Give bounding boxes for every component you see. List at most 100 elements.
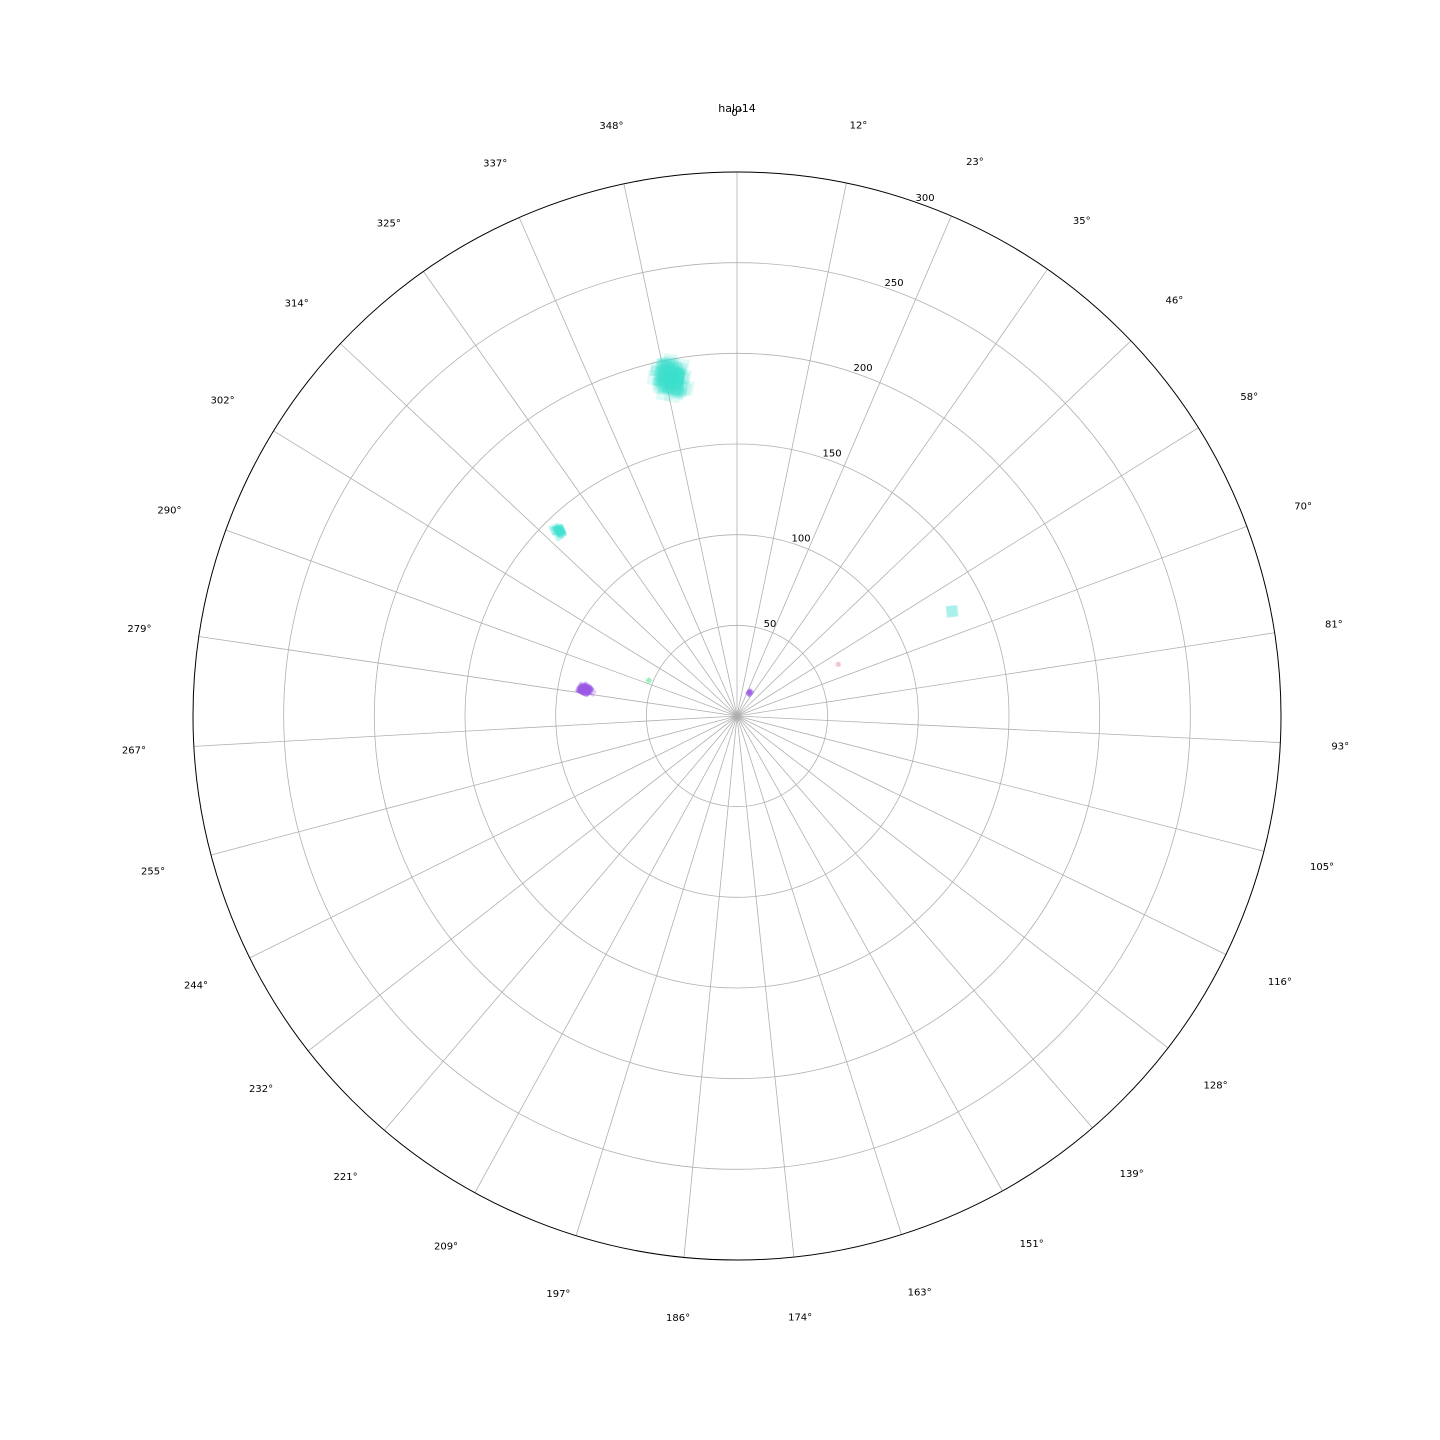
data-point	[665, 360, 680, 375]
data-point	[581, 688, 591, 697]
theta-tick-label: 279°	[127, 624, 151, 635]
data-point	[553, 523, 567, 537]
data-point	[655, 372, 673, 390]
data-point	[671, 385, 684, 398]
data-point	[665, 364, 682, 381]
data-point	[668, 372, 683, 387]
data-point	[580, 680, 593, 694]
data-point	[667, 384, 680, 398]
data-point	[661, 361, 677, 377]
data-point	[670, 379, 685, 393]
data-point	[661, 383, 673, 394]
data-point	[668, 368, 686, 387]
data-point	[664, 371, 680, 387]
data-point	[578, 684, 589, 695]
data-point	[745, 689, 753, 698]
theta-tick-label: 209°	[434, 1241, 458, 1252]
data-point	[669, 361, 684, 376]
data-point	[653, 374, 668, 388]
data-point	[661, 378, 679, 396]
data-point	[652, 377, 662, 387]
data-point	[580, 684, 589, 693]
data-point	[661, 380, 675, 394]
data-point	[575, 681, 589, 694]
data-point	[747, 690, 754, 697]
data-point	[655, 367, 670, 382]
data-point	[645, 677, 652, 684]
data-point	[662, 371, 674, 383]
data-point	[836, 662, 842, 667]
data-point	[578, 684, 588, 694]
data-point	[675, 361, 689, 375]
data-point	[581, 685, 592, 697]
data-point	[662, 366, 680, 384]
data-point	[651, 371, 668, 387]
angular-gridline-18	[474, 715, 738, 1193]
angular-gridline-29	[518, 217, 738, 717]
data-point	[667, 381, 678, 393]
data-point	[660, 366, 677, 383]
theta-tick-label: 348°	[599, 121, 623, 132]
data-point	[747, 688, 755, 696]
data-point	[668, 372, 683, 388]
theta-tick-label: 163°	[908, 1288, 932, 1299]
radial-tick-labels: 50 100 150 200 250 300	[764, 193, 935, 630]
data-point	[675, 368, 692, 385]
data-point	[671, 371, 684, 384]
data-point	[672, 371, 686, 385]
theta-tick-label: 197°	[546, 1289, 570, 1300]
data-point	[661, 373, 676, 388]
data-point	[675, 364, 687, 377]
data-point	[576, 682, 588, 694]
data-point	[584, 687, 593, 695]
data-point	[581, 686, 593, 697]
data-point	[660, 372, 672, 383]
data-point	[665, 366, 679, 380]
data-point	[669, 368, 684, 382]
data-point	[659, 357, 675, 373]
angular-gridline-8	[736, 715, 1281, 743]
data-point	[671, 370, 686, 385]
data-point	[661, 355, 680, 373]
data-point	[656, 370, 671, 385]
data-point	[646, 677, 652, 683]
data-point	[583, 684, 594, 695]
data-point	[578, 682, 589, 692]
data-point	[660, 365, 676, 381]
data-point	[662, 352, 678, 368]
data-point	[745, 691, 752, 697]
data-point	[584, 685, 595, 696]
data-point	[669, 375, 685, 391]
data-point	[655, 358, 672, 375]
data-point	[660, 370, 671, 382]
data-point	[653, 363, 669, 379]
data-point	[747, 688, 755, 696]
angular-gridline-26	[273, 430, 738, 717]
data-point	[672, 357, 690, 375]
data-point	[660, 357, 673, 371]
data-point	[671, 359, 682, 370]
theta-tick-label: 116°	[1268, 977, 1292, 988]
angular-gridline-2	[736, 215, 952, 717]
angular-gridline-16	[683, 715, 738, 1258]
data-point	[575, 684, 588, 696]
data-point	[659, 361, 676, 378]
data-point	[745, 687, 754, 696]
data-point	[658, 366, 676, 384]
theta-tick-label: 221°	[333, 1172, 357, 1183]
data-point	[670, 373, 685, 387]
angular-gridline-19	[384, 715, 738, 1131]
data-point	[576, 682, 586, 692]
angular-gridline-23	[193, 715, 738, 747]
data-point	[551, 524, 560, 533]
theta-tick-label: 139°	[1120, 1169, 1144, 1180]
data-point	[664, 369, 675, 380]
data-point	[580, 682, 591, 693]
data-point	[579, 685, 592, 698]
data-point	[658, 370, 675, 388]
radial-tick-label: 250	[885, 278, 904, 289]
data-point	[582, 685, 593, 696]
data-point	[580, 682, 591, 693]
data-point	[665, 363, 677, 376]
